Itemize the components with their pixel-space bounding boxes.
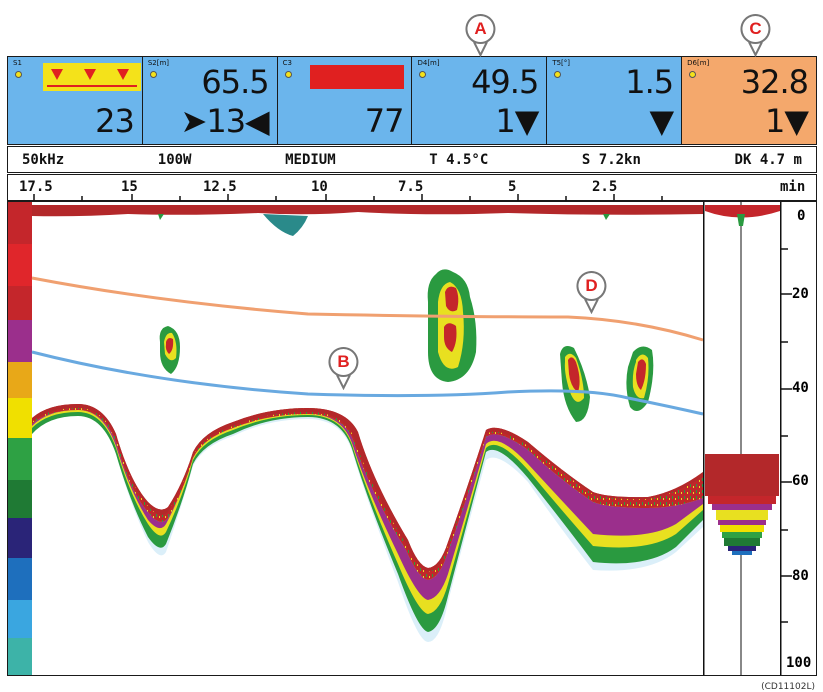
callout-b: B: [327, 346, 360, 394]
panel-value-bottom: ▼: [649, 102, 675, 140]
depth-tick-label: 60: [792, 473, 809, 489]
status-dot-icon: [15, 71, 22, 78]
depth-tick-label: 40: [792, 380, 809, 396]
status-bar: 50kHz 100W MEDIUM T 4.5°C S 7.2kn DK 4.7…: [7, 146, 817, 173]
alarm-triangle-icon: [117, 69, 129, 80]
figure-code: (CD11102L): [761, 682, 815, 692]
speed-readout: S 7.2kn: [581, 151, 641, 168]
panel-label: D6[m]: [687, 59, 710, 67]
alarm-indicator: [43, 63, 141, 91]
echogram-display[interactable]: 0 20 40 60 80 100: [7, 201, 817, 676]
frequency-readout: 50kHz: [22, 151, 65, 168]
time-tick-label: 15: [121, 179, 138, 195]
depth-tick-label: 20: [792, 286, 809, 302]
panel-value-bottom: 23: [95, 102, 135, 140]
time-tick-label: 5: [508, 179, 517, 195]
data-panels: S1 23 S2[m] 65.5 ➤13◀ C3 77 D4[m] 49.5 1…: [7, 56, 817, 145]
panel-s2[interactable]: S2[m] 65.5 ➤13◀: [142, 57, 278, 144]
time-unit-label: min: [780, 179, 806, 195]
panel-t5[interactable]: T5[°] 1.5 ▼: [547, 57, 683, 144]
panel-value-bottom: ➤13◀: [180, 102, 270, 140]
panel-value-top: 32.8: [740, 63, 809, 101]
draft-readout: DK 4.7 m: [734, 151, 802, 168]
status-dot-icon: [554, 71, 562, 78]
panel-s1[interactable]: S1 23: [8, 57, 143, 144]
callout-d: D: [575, 270, 608, 318]
status-dot-icon: [689, 71, 697, 78]
depth-histogram: [705, 454, 779, 555]
color-scale-bar: [8, 202, 32, 675]
temperature-readout: T 4.5°C: [429, 151, 489, 168]
status-dot-icon: [149, 71, 157, 78]
panel-value-top: 1.5: [625, 63, 674, 101]
status-dot-icon: [419, 71, 427, 78]
callout-c: C: [739, 13, 772, 61]
panel-label: C3: [282, 59, 292, 67]
time-tick-label: 10: [311, 179, 328, 195]
time-tick-label: 17.5: [19, 179, 53, 195]
alarm-triangle-icon: [84, 69, 96, 80]
panel-value-top: 49.5: [471, 63, 539, 101]
mode-readout: MEDIUM: [285, 151, 336, 168]
panel-value-bottom: 1▼: [765, 102, 809, 140]
time-scale: 17.5 15 12.5 10 7.5 5 2.5 min: [7, 174, 817, 202]
panel-d6[interactable]: D6[m] 32.8 1▼: [682, 57, 816, 144]
panel-value-bottom: 1▼: [495, 102, 539, 140]
time-tick-label: 12.5: [203, 179, 237, 195]
panel-d4[interactable]: D4[m] 49.5 1▼: [412, 57, 548, 144]
time-tick-label: 7.5: [398, 179, 424, 195]
panel-label: D4[m]: [417, 59, 440, 67]
panel-c3[interactable]: C3 77: [277, 57, 413, 144]
alarm-triangle-icon: [51, 69, 63, 80]
power-readout: 100W: [157, 151, 192, 168]
color-level-bar: [309, 65, 404, 89]
panel-label: T5[°]: [552, 59, 571, 67]
panel-label: S1: [13, 59, 22, 67]
panel-value-bottom: 77: [364, 102, 405, 140]
depth-tick-label: 80: [792, 568, 809, 584]
depth-tick-label: 0: [797, 208, 806, 224]
panel-value-top: 65.5: [201, 63, 269, 101]
status-dot-icon: [284, 71, 292, 78]
depth-tick-label: 100: [786, 655, 812, 671]
callout-a: A: [464, 13, 497, 61]
time-tick-label: 2.5: [592, 179, 618, 195]
panel-label: S2[m]: [147, 59, 170, 67]
